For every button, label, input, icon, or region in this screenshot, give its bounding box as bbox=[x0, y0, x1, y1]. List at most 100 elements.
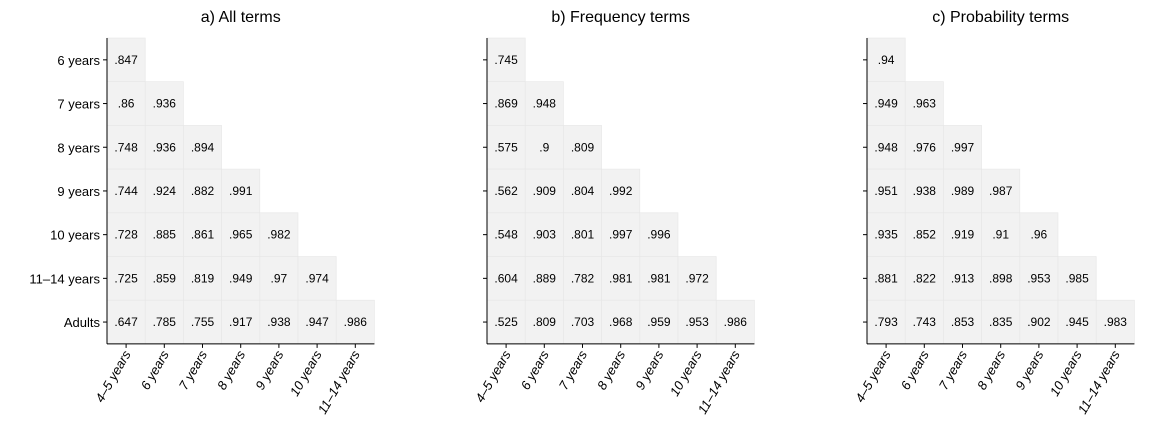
cell-value: .809 bbox=[533, 315, 557, 329]
cell-value: .953 bbox=[685, 315, 709, 329]
heatmap-cell bbox=[563, 125, 602, 170]
cell-value: .96 bbox=[1031, 228, 1048, 242]
heatmap-cell bbox=[981, 212, 1021, 257]
heatmap-cell bbox=[259, 256, 299, 301]
cell-value: .94 bbox=[878, 53, 895, 67]
cell-value: .801 bbox=[571, 228, 595, 242]
y-tick-label: 10 years bbox=[50, 228, 100, 243]
cell-value: .885 bbox=[153, 228, 177, 242]
heatmap-cell bbox=[1095, 299, 1135, 345]
cell-value: .853 bbox=[951, 315, 975, 329]
cell-value: .945 bbox=[1065, 315, 1089, 329]
heatmap-cell bbox=[144, 299, 184, 345]
cell-value: .986 bbox=[724, 315, 748, 329]
heatmap-cell bbox=[183, 256, 222, 301]
heatmap-cell bbox=[639, 256, 679, 301]
heatmap-cell bbox=[486, 299, 526, 345]
x-tick-label: 9 years bbox=[1012, 347, 1047, 392]
cell-value: .992 bbox=[609, 184, 633, 198]
heatmap-cell bbox=[106, 37, 146, 83]
cell-value: .987 bbox=[989, 184, 1013, 198]
cell-value: .989 bbox=[951, 184, 975, 198]
heatmap-cell bbox=[904, 212, 944, 257]
cell-value: .859 bbox=[153, 271, 177, 285]
heatmap-cell bbox=[866, 212, 906, 257]
cell-value: .917 bbox=[229, 315, 253, 329]
heatmap-cell bbox=[904, 125, 944, 170]
heatmap-cell bbox=[866, 81, 906, 126]
heatmap-cell bbox=[144, 168, 184, 214]
x-tick-label: 10 years bbox=[667, 347, 705, 398]
cell-value: .745 bbox=[494, 53, 518, 67]
cell-value: .983 bbox=[1104, 315, 1128, 329]
heatmap-cell bbox=[981, 299, 1021, 345]
heatmap-panel-3: c) Probability terms .94 .949 .963 .948 .976.… bbox=[852, 9, 1135, 417]
heatmap-cell bbox=[677, 299, 717, 345]
heatmap-cell bbox=[106, 125, 146, 170]
heatmap-cell bbox=[486, 256, 526, 301]
heatmap-cell bbox=[639, 299, 679, 345]
heatmap-cell bbox=[601, 168, 641, 214]
cell-value: .997 bbox=[951, 140, 975, 154]
heatmap-cell bbox=[904, 168, 944, 214]
cell-value: .936 bbox=[153, 140, 177, 154]
x-tick-label: 7 years bbox=[936, 347, 971, 392]
cell-value: .725 bbox=[114, 271, 138, 285]
x-tick-label: 6 years bbox=[518, 347, 553, 392]
heatmap-cell bbox=[1057, 256, 1097, 301]
cell-value: .755 bbox=[191, 315, 215, 329]
heatmap-cell bbox=[1019, 212, 1059, 257]
cell-value: .804 bbox=[571, 184, 595, 198]
heatmap-cell bbox=[677, 256, 717, 301]
heatmap-cell bbox=[144, 256, 184, 301]
cell-value: .938 bbox=[913, 184, 937, 198]
cell-value: .562 bbox=[494, 184, 518, 198]
cell-value: .604 bbox=[494, 271, 518, 285]
x-tick-label: 10 years bbox=[287, 347, 325, 398]
x-tick-label: 9 years bbox=[252, 347, 287, 392]
heatmap-cell bbox=[524, 299, 564, 345]
cell-value: .974 bbox=[305, 271, 329, 285]
cell-value: .548 bbox=[494, 228, 518, 242]
cell-value: .861 bbox=[191, 228, 215, 242]
heatmap-cell bbox=[943, 256, 982, 301]
heatmap-cell bbox=[1057, 299, 1097, 345]
cell-value: .935 bbox=[874, 228, 898, 242]
heatmap-cell bbox=[563, 168, 602, 214]
cell-value: .902 bbox=[1027, 315, 1051, 329]
y-tick-label: 11–14 years bbox=[29, 271, 100, 286]
x-tick-label: 4–5 years bbox=[472, 347, 514, 404]
heatmap-cell bbox=[221, 168, 261, 214]
cell-value: .959 bbox=[647, 315, 671, 329]
cell-value: .525 bbox=[494, 315, 518, 329]
cell-value: .894 bbox=[191, 140, 215, 154]
cell-value: .744 bbox=[114, 184, 138, 198]
cell-value: .881 bbox=[874, 271, 898, 285]
cell-value: .9 bbox=[539, 140, 549, 154]
cell-value: .949 bbox=[229, 271, 253, 285]
heatmap-cell bbox=[601, 212, 641, 257]
cell-value: .822 bbox=[913, 271, 937, 285]
heatmap-cell bbox=[183, 125, 222, 170]
cell-value: .869 bbox=[494, 97, 518, 111]
heatmap-cell bbox=[866, 125, 906, 170]
cell-value: .909 bbox=[533, 184, 557, 198]
cell-value: .703 bbox=[571, 315, 595, 329]
cell-value: .976 bbox=[913, 140, 937, 154]
cell-value: .809 bbox=[571, 140, 595, 154]
heatmap-cell bbox=[524, 212, 564, 257]
heatmap-cell bbox=[943, 125, 982, 170]
panel-title: c) Probability terms bbox=[932, 9, 1069, 26]
heatmap-cell bbox=[524, 81, 564, 126]
cell-value: .728 bbox=[114, 228, 138, 242]
x-tick-label: 6 years bbox=[138, 347, 173, 392]
cell-value: .972 bbox=[685, 271, 709, 285]
heatmap-cell bbox=[486, 212, 526, 257]
cell-value: .903 bbox=[533, 228, 557, 242]
cell-value: .847 bbox=[114, 53, 138, 67]
heatmap-cell bbox=[601, 256, 641, 301]
cell-value: .819 bbox=[191, 271, 215, 285]
heatmap-cell bbox=[297, 299, 337, 345]
cell-value: .981 bbox=[647, 271, 671, 285]
